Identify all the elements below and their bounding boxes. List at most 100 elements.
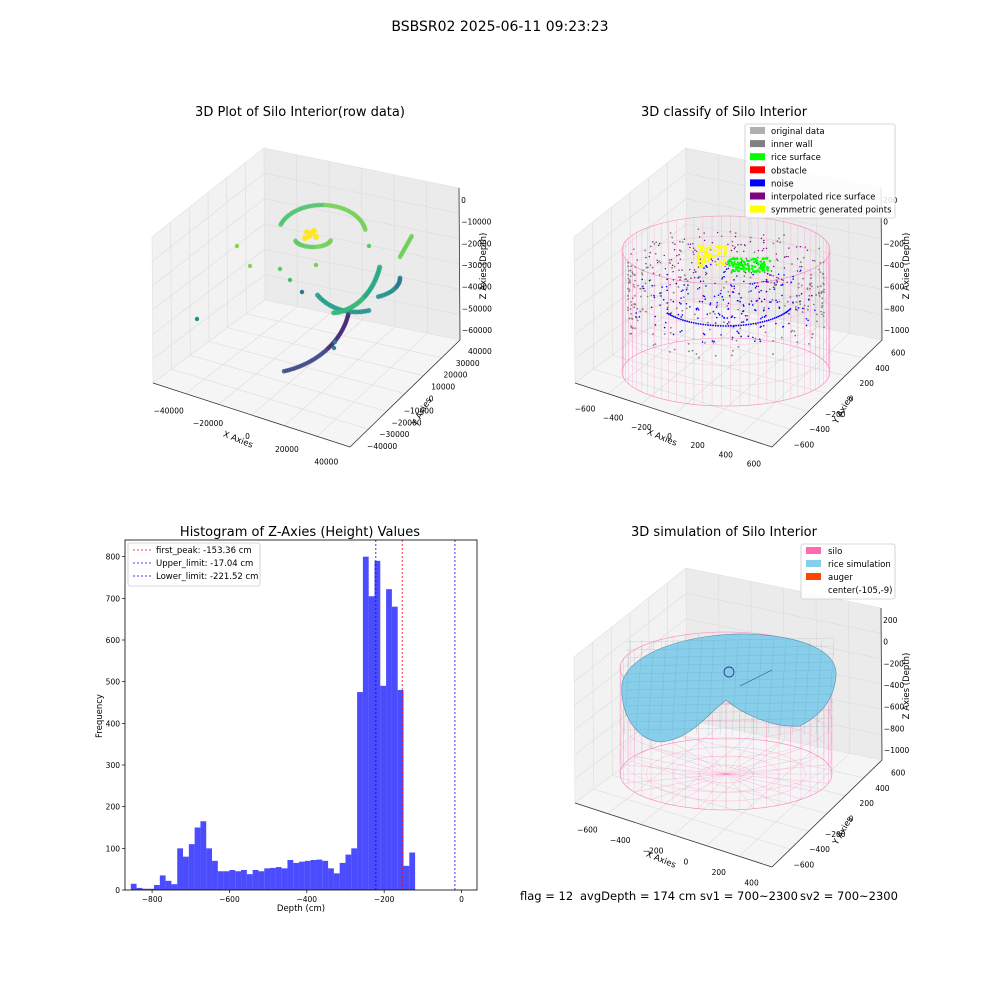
noise-point bbox=[725, 268, 728, 270]
interpolated-point bbox=[703, 232, 705, 234]
interpolated-point bbox=[806, 249, 809, 251]
noise-point bbox=[635, 312, 638, 314]
noise-point bbox=[727, 302, 730, 305]
inner-wall-point bbox=[815, 294, 818, 296]
noise-point bbox=[760, 325, 762, 328]
histogram-bar bbox=[322, 860, 329, 890]
interpolated-point bbox=[787, 255, 789, 258]
y-axis-line bbox=[771, 759, 883, 868]
inner-wall-point bbox=[763, 306, 766, 309]
noise-point bbox=[799, 300, 801, 303]
noise-point bbox=[642, 287, 645, 290]
histogram-x-axis-label: Depth (cm) bbox=[277, 904, 325, 914]
inner-wall-point bbox=[783, 234, 786, 236]
raw-point bbox=[293, 238, 298, 244]
noise-point bbox=[743, 280, 745, 283]
inner-wall-point bbox=[722, 286, 725, 289]
histogram-bar bbox=[217, 871, 224, 890]
inner-wall-point bbox=[820, 292, 823, 295]
noise-point bbox=[723, 271, 725, 274]
tick-label: 0 bbox=[429, 395, 434, 404]
auger-marker bbox=[723, 666, 735, 678]
inner-wall-point bbox=[628, 290, 630, 293]
noise-point bbox=[751, 304, 754, 306]
inner-wall-point bbox=[631, 297, 634, 300]
inner-wall-point bbox=[628, 279, 631, 282]
noise-point bbox=[709, 302, 712, 304]
histogram-frame bbox=[124, 539, 478, 891]
noise-point bbox=[802, 307, 804, 310]
rice-mesh-line bbox=[695, 639, 703, 736]
inner-wall-point bbox=[686, 287, 689, 289]
noise-point bbox=[780, 314, 783, 316]
symmetric-point bbox=[724, 247, 728, 251]
noise-point bbox=[763, 316, 766, 318]
noise-point bbox=[749, 283, 752, 285]
histogram-bar bbox=[136, 887, 143, 890]
inner-wall-point bbox=[659, 261, 662, 264]
raw-point bbox=[375, 294, 381, 300]
inner-wall-point bbox=[812, 303, 815, 306]
inner-wall-point bbox=[801, 311, 804, 313]
inner-wall-point bbox=[627, 282, 630, 284]
interpolated-point bbox=[776, 240, 779, 242]
inner-wall-point bbox=[632, 283, 635, 286]
noise-point bbox=[733, 285, 735, 288]
tick-label: −400 bbox=[610, 836, 631, 845]
symmetric-point bbox=[711, 254, 715, 258]
interpolated-point bbox=[645, 263, 647, 265]
tick-label: 0 bbox=[667, 432, 672, 441]
noise-point bbox=[682, 319, 684, 321]
noise-point bbox=[680, 318, 682, 321]
rice-mesh-line bbox=[625, 685, 835, 691]
tick-label: −400 bbox=[603, 414, 624, 423]
rice-mesh-line bbox=[625, 637, 835, 643]
interpolated-point bbox=[734, 246, 736, 248]
inner-wall-point bbox=[797, 282, 800, 285]
noise-point bbox=[805, 324, 808, 327]
interpolated-point bbox=[799, 270, 801, 273]
noise-point bbox=[747, 335, 750, 338]
rice-surface-point bbox=[747, 259, 751, 263]
rice-surface-point bbox=[763, 264, 766, 268]
inner-wall-point bbox=[778, 300, 781, 303]
histogram-bar bbox=[171, 884, 178, 890]
interpolated-point bbox=[693, 253, 695, 256]
noise-point bbox=[638, 316, 641, 318]
inner-wall-point bbox=[823, 288, 825, 291]
interpolated-point bbox=[732, 244, 734, 247]
noise-point bbox=[799, 269, 802, 272]
inner-wall-point bbox=[818, 295, 821, 297]
noise-point bbox=[769, 318, 772, 321]
inner-wall-point bbox=[816, 285, 819, 288]
symmetric-point bbox=[717, 247, 721, 251]
noise-point bbox=[659, 292, 661, 294]
histogram-bar bbox=[345, 854, 352, 890]
interpolated-point bbox=[680, 276, 682, 278]
noise-point bbox=[707, 324, 709, 326]
rice-mesh-line bbox=[683, 639, 691, 736]
silo-floor-ring bbox=[672, 755, 780, 793]
tick-label: −10000 bbox=[404, 406, 434, 415]
inner-wall-point bbox=[629, 308, 632, 310]
tick-label: 200 bbox=[860, 799, 875, 808]
inner-wall-point bbox=[663, 333, 666, 335]
noise-point bbox=[654, 315, 657, 318]
interpolated-point bbox=[727, 243, 729, 246]
interpolated-point bbox=[669, 262, 671, 264]
rice-mesh-line bbox=[743, 639, 751, 736]
rice-mesh-line bbox=[755, 639, 763, 736]
inner-wall-point bbox=[746, 314, 749, 317]
inner-wall-point bbox=[706, 321, 709, 324]
symmetric-point bbox=[719, 245, 723, 249]
inner-wall-point bbox=[698, 356, 700, 359]
inner-wall-point bbox=[670, 298, 672, 301]
interpolated-point bbox=[671, 264, 674, 267]
rice-surface-point bbox=[744, 267, 748, 271]
symmetric-point bbox=[708, 245, 712, 249]
inner-wall-point bbox=[817, 292, 820, 295]
inner-wall-point bbox=[789, 296, 792, 298]
noise-point bbox=[752, 322, 755, 325]
inner-wall-point bbox=[816, 313, 818, 316]
interpolated-point bbox=[740, 243, 742, 246]
